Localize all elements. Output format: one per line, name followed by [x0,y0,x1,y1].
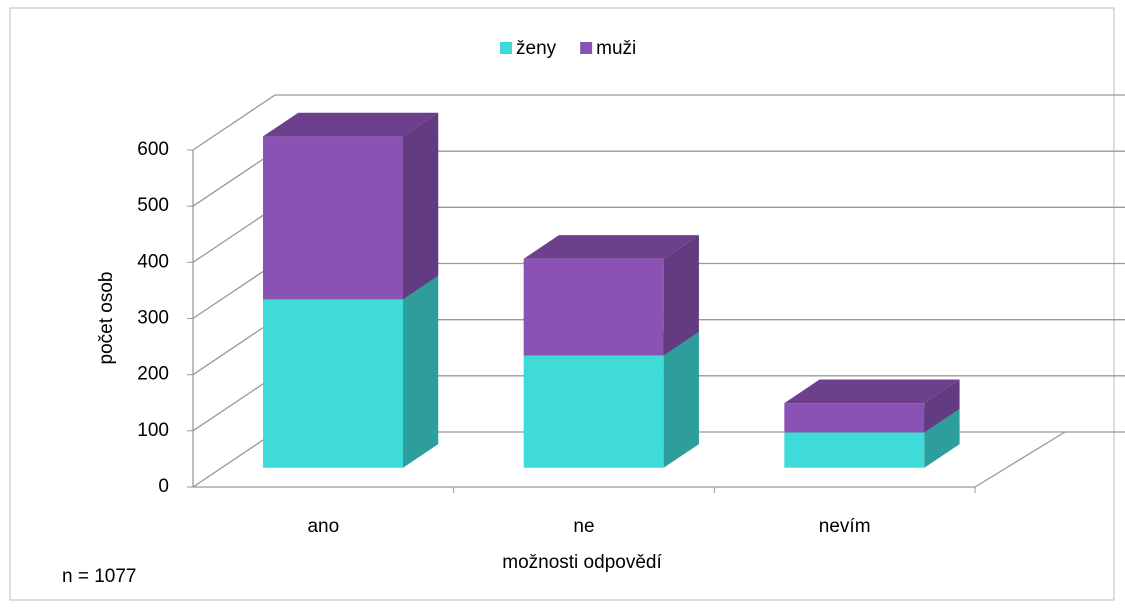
y-tick-label: 100 [137,420,169,441]
bar [523,235,699,356]
bar-top [784,379,960,404]
bar-top [263,112,439,137]
bar-side [403,275,439,468]
legend-swatch [580,42,593,54]
x-tick-label: nevím [819,516,871,537]
legend-label: muži [596,38,636,59]
y-tick-label: 500 [137,195,169,216]
y-tick-label: 200 [137,364,169,385]
y-tick-label: 300 [137,308,169,329]
bar [263,112,439,300]
bar [263,275,439,468]
x-axis-label: možnosti odpovědí [502,552,662,573]
bar-front [784,432,925,468]
bar-front [784,403,925,433]
annotation: n = 1077 [62,566,137,587]
bar [784,379,960,433]
bar-front [523,258,664,356]
grid-line [192,94,1125,151]
bar-top [523,235,699,259]
bar-front [263,136,403,300]
y-tick-label: 0 [158,476,169,497]
bar-front [263,299,403,468]
bar-side [663,331,699,468]
bar-side [403,112,439,300]
bar-side [663,235,699,356]
legend-swatch [500,42,512,54]
y-axis-label: počet osob [96,272,117,365]
y-tick-label: 400 [137,251,169,272]
x-tick-label: ne [573,516,594,537]
bar-front [523,355,664,468]
legend-label: ženy [516,38,557,59]
x-tick-label: ano [307,516,339,537]
bar-side [924,408,960,468]
bar-side [924,379,960,433]
y-tick-label: 600 [137,139,169,160]
